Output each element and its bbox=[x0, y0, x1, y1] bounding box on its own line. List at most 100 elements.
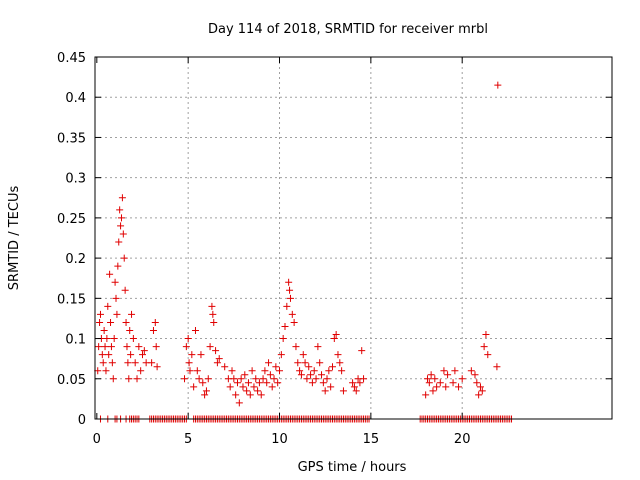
data-point bbox=[135, 343, 143, 351]
data-point bbox=[321, 387, 329, 395]
data-point bbox=[95, 343, 103, 351]
data-point bbox=[107, 318, 115, 326]
data-point bbox=[272, 363, 280, 371]
data-point bbox=[195, 375, 203, 383]
data-point bbox=[261, 367, 269, 375]
data-point bbox=[266, 371, 274, 379]
data-point bbox=[277, 351, 285, 359]
data-point bbox=[215, 355, 223, 363]
data-point bbox=[484, 351, 492, 359]
data-point bbox=[122, 318, 130, 326]
y-tick-labels: 0 0.05 0.1 0.15 0.2 0.25 0.3 0.35 0.4 0.45 bbox=[57, 51, 86, 428]
data-point bbox=[356, 379, 364, 387]
data-point bbox=[248, 367, 256, 375]
data-point bbox=[482, 331, 490, 339]
data-point bbox=[288, 310, 296, 318]
data-point bbox=[336, 359, 344, 367]
data-point bbox=[110, 335, 118, 343]
data-point bbox=[124, 359, 132, 367]
data-point bbox=[226, 383, 234, 391]
data-point bbox=[182, 343, 190, 351]
data-point bbox=[127, 351, 135, 359]
data-point bbox=[478, 387, 486, 395]
data-point bbox=[112, 294, 120, 302]
data-point bbox=[325, 367, 333, 375]
data-point bbox=[114, 262, 122, 270]
data-point bbox=[126, 327, 134, 335]
data-point bbox=[303, 375, 311, 383]
data-point bbox=[276, 367, 284, 375]
data-point bbox=[255, 379, 263, 387]
data-point bbox=[422, 391, 430, 399]
data-point bbox=[188, 351, 196, 359]
data-point bbox=[360, 375, 368, 383]
data-point bbox=[184, 335, 192, 343]
data-point bbox=[252, 375, 260, 383]
data-point bbox=[286, 294, 294, 302]
data-point bbox=[349, 379, 357, 387]
data-point bbox=[129, 335, 137, 343]
data-point bbox=[442, 383, 450, 391]
data-point bbox=[133, 375, 141, 383]
data-point bbox=[197, 351, 205, 359]
data-point bbox=[444, 371, 452, 379]
data-point bbox=[241, 371, 249, 379]
grid-lines bbox=[95, 57, 612, 419]
data-point bbox=[232, 391, 240, 399]
data-point bbox=[475, 391, 483, 399]
data-point bbox=[290, 318, 298, 326]
data-point bbox=[153, 363, 161, 371]
plot-frame bbox=[94, 56, 613, 420]
data-point bbox=[431, 375, 439, 383]
y-tick-label: 0.3 bbox=[65, 172, 86, 187]
data-points bbox=[94, 81, 516, 423]
data-point bbox=[103, 335, 111, 343]
x-tick-label: 5 bbox=[184, 432, 192, 447]
data-point bbox=[186, 367, 194, 375]
data-point bbox=[239, 383, 247, 391]
data-point bbox=[237, 375, 245, 383]
data-point bbox=[263, 379, 271, 387]
data-point bbox=[425, 379, 433, 387]
data-point bbox=[494, 81, 502, 89]
data-point bbox=[440, 367, 448, 375]
data-point bbox=[314, 343, 322, 351]
data-point bbox=[318, 371, 326, 379]
data-point bbox=[115, 238, 123, 246]
data-point bbox=[111, 278, 119, 286]
data-point bbox=[102, 367, 110, 375]
data-point bbox=[323, 375, 331, 383]
data-point bbox=[140, 347, 148, 355]
data-point bbox=[319, 379, 327, 387]
data-point bbox=[283, 302, 291, 310]
data-point bbox=[106, 270, 114, 278]
data-point bbox=[96, 318, 104, 326]
data-point bbox=[305, 363, 313, 371]
y-tick-label: 0.1 bbox=[65, 333, 86, 348]
data-point bbox=[294, 359, 302, 367]
data-point bbox=[254, 387, 262, 395]
data-point bbox=[259, 375, 267, 383]
data-point bbox=[286, 286, 294, 294]
data-point bbox=[98, 351, 106, 359]
data-point bbox=[480, 343, 488, 351]
data-point bbox=[128, 310, 136, 318]
data-point bbox=[208, 302, 216, 310]
data-point bbox=[202, 387, 210, 395]
x-axis-label: GPS time / hours bbox=[298, 460, 407, 475]
data-point bbox=[476, 383, 484, 391]
data-point bbox=[429, 387, 437, 395]
data-point bbox=[119, 230, 127, 238]
data-point bbox=[449, 379, 457, 387]
data-point bbox=[296, 367, 304, 375]
data-point bbox=[334, 351, 342, 359]
data-point bbox=[233, 379, 241, 387]
data-point bbox=[221, 363, 229, 371]
data-point bbox=[131, 359, 139, 367]
data-point bbox=[123, 343, 131, 351]
y-tick-label: 0 bbox=[78, 413, 86, 428]
data-point bbox=[301, 359, 309, 367]
data-point bbox=[137, 367, 145, 375]
data-point bbox=[246, 391, 254, 399]
data-point bbox=[148, 359, 156, 367]
